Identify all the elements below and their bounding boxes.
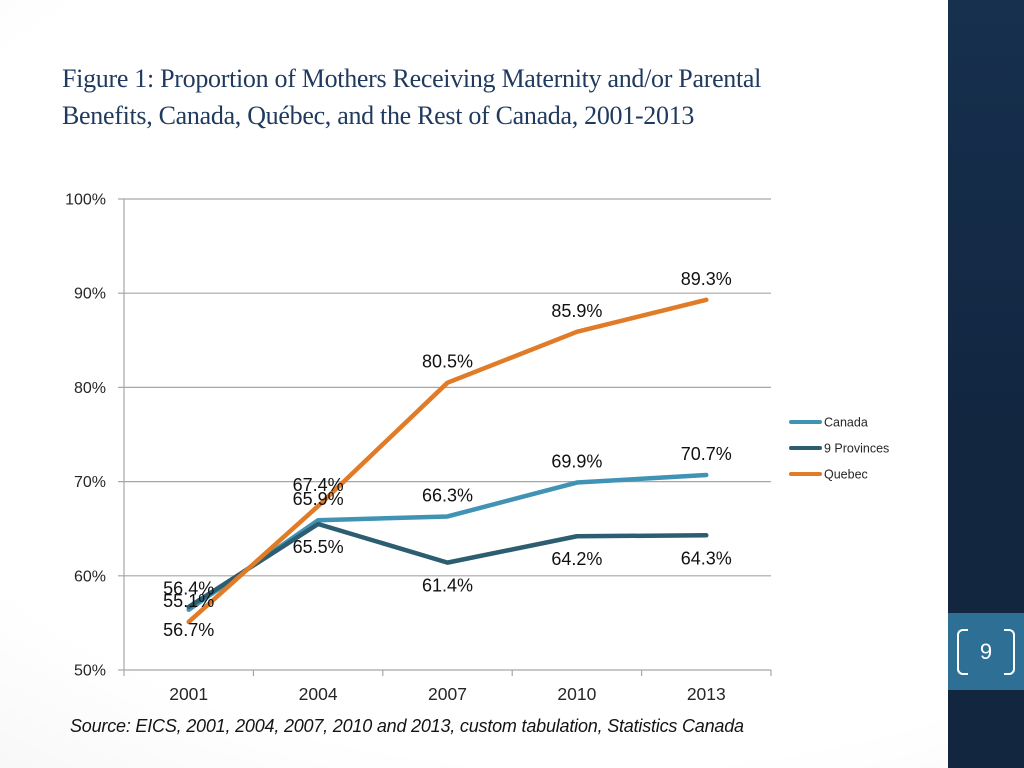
source-note: Source: EICS, 2001, 2004, 2007, 2010 and…: [70, 716, 744, 736]
data-label-9-provinces: 56.7%: [163, 620, 214, 640]
series-line-quebec: [186, 297, 709, 625]
slide-title-line1: Figure 1: Proportion of Mothers Receivin…: [62, 64, 762, 93]
y-tick-label: 90%: [74, 286, 106, 303]
x-tick-label: 2010: [557, 684, 596, 704]
data-label-canada: 56.4%: [163, 579, 214, 599]
right-bracket-icon: [1004, 628, 1015, 675]
left-bracket-icon: [957, 628, 968, 675]
slide-title-line2: Benefits, Canada, Québec, and the Rest o…: [62, 101, 695, 130]
data-label-canada: 69.9%: [551, 452, 602, 472]
legend-label-quebec: Quebec: [824, 468, 868, 482]
page-number: 9: [979, 638, 993, 664]
data-label-9-provinces: 64.2%: [551, 549, 602, 569]
data-label-9-provinces: 61.4%: [422, 576, 473, 596]
x-tick-label: 2004: [299, 684, 338, 704]
slide-title: Figure 1: Proportion of Mothers Receivin…: [62, 60, 862, 134]
y-tick-label: 60%: [74, 568, 106, 585]
x-tick-label: 2001: [169, 684, 208, 704]
data-label-quebec: 85.9%: [551, 301, 602, 321]
legend-label-canada: Canada: [824, 416, 868, 430]
y-tick-label: 80%: [74, 380, 106, 397]
data-label-canada: 70.7%: [681, 444, 732, 464]
series-line-9-provinces: [186, 521, 709, 610]
data-label-quebec: 55.1%: [163, 591, 214, 611]
y-tick-label: 100%: [65, 192, 106, 209]
data-label-quebec: 89.3%: [681, 269, 732, 289]
x-tick-label: 2007: [428, 684, 467, 704]
legend-label-9-provinces: 9 Provinces: [824, 442, 889, 456]
data-label-quebec: 80.5%: [422, 352, 473, 372]
data-label-canada: 66.3%: [422, 485, 473, 505]
page-number-badge: 9: [948, 613, 1024, 690]
data-label-quebec: 67.4%: [293, 475, 344, 495]
y-tick-label: 70%: [74, 474, 106, 491]
data-label-canada: 65.9%: [293, 489, 344, 509]
data-label-9-provinces: 65.5%: [293, 537, 344, 557]
y-tick-label: 50%: [74, 663, 106, 680]
data-label-9-provinces: 64.3%: [681, 548, 732, 568]
x-tick-label: 2013: [687, 684, 726, 704]
